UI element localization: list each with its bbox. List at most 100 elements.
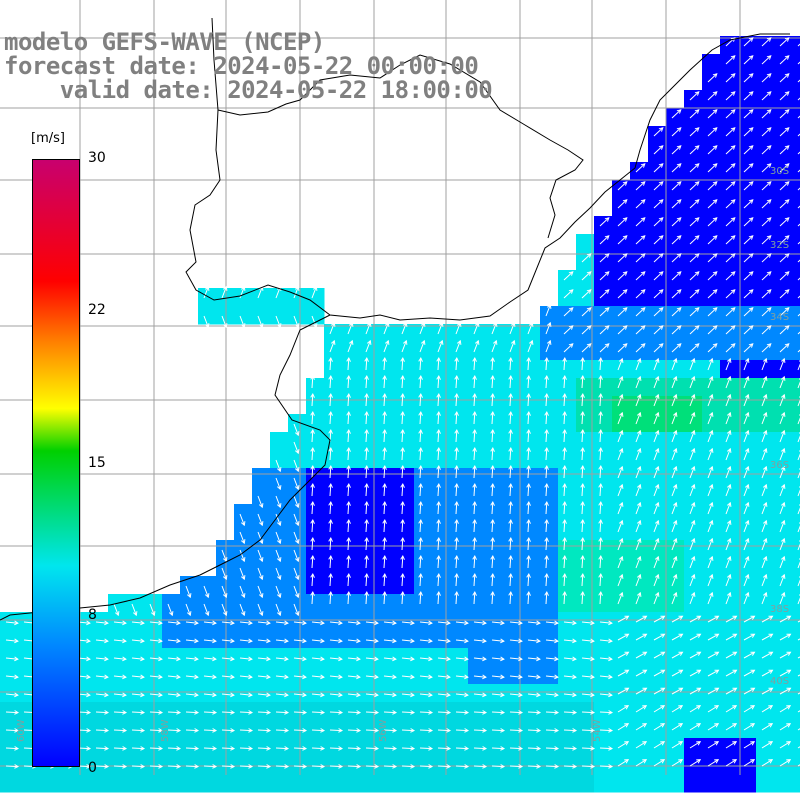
wind-speed-cell bbox=[324, 702, 343, 721]
wind-arrow-head bbox=[436, 572, 441, 578]
wind-arrow-head bbox=[248, 692, 253, 698]
wind-arrow-head bbox=[526, 518, 531, 524]
wind-arrow bbox=[509, 483, 512, 497]
wind-arrow bbox=[347, 501, 350, 515]
wind-arrow-head bbox=[526, 392, 531, 398]
wind-arrow-head bbox=[768, 759, 774, 764]
wind-speed-cell bbox=[774, 324, 793, 343]
wind-arrow-head bbox=[562, 590, 567, 596]
wind-arrow-head bbox=[418, 590, 423, 596]
wind-arrow-head bbox=[712, 199, 718, 204]
wind-arrow bbox=[293, 711, 307, 714]
wind-speed-cell bbox=[702, 54, 721, 73]
wind-arrow-head bbox=[762, 429, 768, 435]
wind-arrow-head bbox=[536, 746, 542, 751]
wind-arrow bbox=[77, 747, 91, 750]
wind-speed-cell bbox=[756, 342, 775, 361]
wind-speed-cell bbox=[666, 612, 685, 631]
wind-arrow bbox=[509, 621, 522, 624]
wind-arrow bbox=[653, 289, 664, 299]
wind-arrow bbox=[671, 163, 682, 173]
wind-speed-cell bbox=[180, 612, 199, 631]
wind-arrow-head bbox=[310, 392, 315, 398]
wind-speed-cell bbox=[576, 360, 595, 379]
wind-speed-cell bbox=[414, 378, 433, 397]
wind-arrow-head bbox=[454, 446, 459, 452]
wind-arrow-head bbox=[510, 321, 516, 327]
wind-arrow bbox=[527, 657, 540, 660]
wind-arrow-head bbox=[672, 591, 678, 597]
wind-arrow bbox=[185, 729, 199, 732]
wind-arrow-head bbox=[640, 217, 646, 222]
wind-arrow-head bbox=[482, 620, 487, 626]
wind-speed-cell bbox=[450, 396, 469, 415]
wind-arrow bbox=[257, 585, 263, 598]
wind-arrow bbox=[203, 729, 217, 732]
wind-arrow bbox=[311, 711, 325, 714]
wind-speed-cell bbox=[738, 72, 757, 91]
wind-arrow bbox=[707, 127, 718, 137]
wind-speed-cell bbox=[108, 648, 127, 667]
wind-speed-cell bbox=[702, 360, 721, 379]
wind-arrow bbox=[419, 621, 432, 624]
wind-arrow bbox=[779, 91, 790, 101]
wind-arrow-head bbox=[766, 235, 772, 240]
wind-arrow-head bbox=[346, 392, 351, 398]
wind-speed-cell bbox=[792, 738, 800, 757]
wind-arrow-head bbox=[748, 289, 754, 294]
wind-arrow bbox=[221, 747, 235, 750]
wind-arrow bbox=[257, 675, 270, 678]
wind-arrow-head bbox=[14, 728, 20, 733]
wind-arrow bbox=[275, 765, 289, 768]
wind-speed-cell bbox=[774, 774, 793, 793]
wind-speed-cell bbox=[612, 468, 631, 487]
wind-speed-cell bbox=[720, 360, 739, 379]
wind-speed-cell bbox=[414, 504, 433, 523]
wind-speed-cell bbox=[792, 414, 800, 433]
wind-speed-cell bbox=[558, 414, 577, 433]
wind-arrow-head bbox=[454, 356, 459, 362]
wind-arrow-head bbox=[310, 518, 315, 524]
wind-speed-cell bbox=[504, 540, 523, 559]
wind-arrow-head bbox=[508, 464, 513, 470]
wind-speed-cell bbox=[612, 324, 631, 343]
wind-speed-cell bbox=[342, 450, 361, 469]
wind-arrow bbox=[743, 289, 754, 299]
wind-speed-cell bbox=[720, 756, 739, 775]
wind-speed-cell bbox=[108, 666, 127, 685]
wind-speed-cell bbox=[792, 126, 800, 145]
wind-arrow bbox=[743, 502, 749, 515]
wind-arrow bbox=[311, 765, 325, 768]
wind-speed-cell bbox=[522, 558, 541, 577]
wind-speed-cell bbox=[774, 216, 793, 235]
wind-arrow bbox=[347, 519, 350, 533]
wind-arrow bbox=[311, 519, 314, 533]
wind-arrow-head bbox=[618, 447, 624, 453]
wind-speed-cell bbox=[684, 378, 703, 397]
wind-arrow bbox=[617, 520, 623, 533]
wind-arrow-head bbox=[436, 518, 441, 524]
wind-arrow-head bbox=[726, 519, 732, 525]
wind-arrow bbox=[707, 271, 718, 281]
wind-speed-cell bbox=[360, 396, 379, 415]
wind-speed-cell bbox=[342, 594, 361, 613]
wind-arrow bbox=[671, 127, 682, 137]
wind-arrow bbox=[221, 315, 227, 328]
wind-speed-cell bbox=[756, 90, 775, 109]
wind-arrow-head bbox=[374, 620, 379, 626]
wind-arrow-head bbox=[544, 500, 549, 506]
wind-arrow-head bbox=[608, 620, 613, 626]
wind-speed-cell bbox=[90, 774, 109, 793]
wind-arrow bbox=[599, 483, 602, 497]
wind-speed-cell bbox=[684, 612, 703, 631]
wind-arrow-head bbox=[364, 464, 369, 470]
wind-speed-cell bbox=[558, 648, 577, 667]
wind-speed-cell bbox=[486, 738, 505, 757]
wind-speed-cell bbox=[432, 414, 451, 433]
wind-speed-cell bbox=[576, 630, 595, 649]
wind-arrow-head bbox=[642, 741, 648, 746]
wind-arrow-head bbox=[490, 482, 495, 488]
wind-arrow bbox=[743, 556, 749, 569]
wind-arrow bbox=[473, 591, 476, 605]
wind-arrow bbox=[473, 465, 476, 479]
